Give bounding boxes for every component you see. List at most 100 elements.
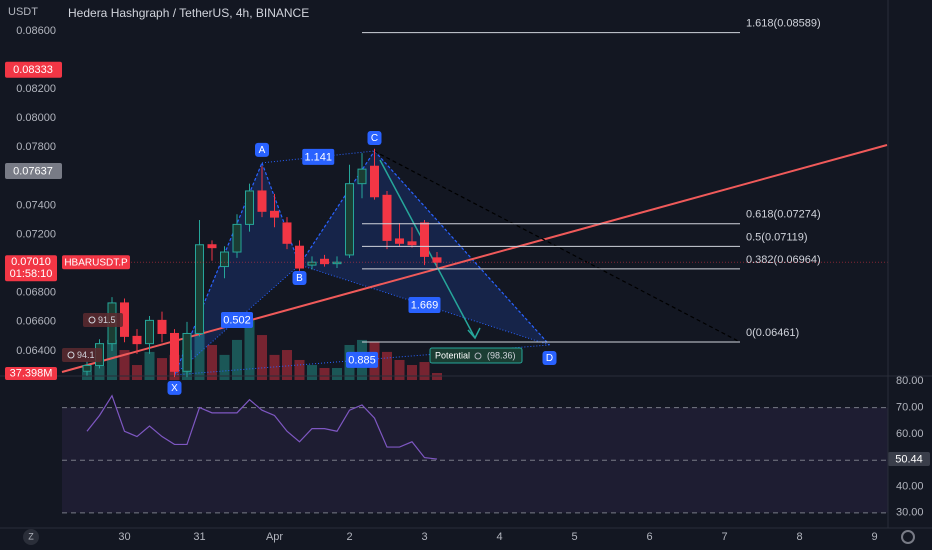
candle-body (345, 183, 354, 256)
nav-label[interactable]: Z (28, 531, 34, 541)
volume-bar (219, 354, 230, 380)
x-tick-label: 2 (346, 531, 352, 543)
point-label: C (371, 133, 378, 144)
volume-bar (319, 368, 330, 380)
ratio-label: 0.885 (348, 354, 376, 366)
candle-body (245, 190, 254, 225)
x-tick-label: 7 (721, 531, 727, 543)
x-tick-label: 5 (571, 531, 577, 543)
candle-body (132, 335, 142, 345)
candle-body (170, 332, 179, 372)
volume-bar (132, 365, 142, 380)
point-box (542, 350, 557, 365)
y-tick-label: 0.06800 (16, 287, 56, 299)
fib-label: 1.618(0.08589) (746, 17, 821, 29)
symbol-tag (62, 255, 130, 270)
volume-bar (157, 358, 167, 380)
ratio-box (302, 148, 335, 165)
point-box (255, 142, 269, 157)
y-tick-label: 0.07800 (16, 141, 56, 153)
rsi-tick-label: 30.00 (896, 507, 924, 519)
candle-layer (82, 148, 442, 378)
score-icon (67, 351, 75, 359)
ratio-box (408, 296, 441, 313)
current-price-tag (5, 255, 57, 282)
volume-bar (107, 339, 117, 380)
x-tick-label: 3 (421, 531, 427, 543)
price-tag (5, 61, 62, 78)
score-badge (83, 313, 123, 327)
candle-body (332, 261, 342, 265)
potential-icon (474, 352, 482, 360)
y-tick-label: 0.08000 (16, 112, 56, 124)
rsi-tag (888, 452, 930, 467)
candle-body (295, 245, 304, 269)
ratio-box (221, 311, 253, 328)
volume-tag-label: 37.398M (10, 367, 53, 379)
candle-body (232, 223, 242, 253)
rsi-tick-label: 40.00 (896, 480, 924, 492)
point-label: A (259, 145, 266, 156)
volume-bar (94, 365, 105, 380)
volume-bar (232, 339, 242, 380)
candle-body (420, 222, 429, 257)
pattern-leg (374, 150, 550, 346)
countdown-label: 01:58:10 (10, 268, 53, 280)
fib-label: 0.618(0.07274) (746, 209, 821, 221)
volume-bar (244, 320, 255, 380)
x-tick-label: 8 (796, 531, 802, 543)
ratio-box (346, 351, 378, 368)
pattern-fill (174, 162, 300, 375)
rsi-tick-label: 60.00 (896, 428, 924, 440)
potential-box (429, 347, 523, 364)
score-label: 91.5 (98, 315, 116, 325)
x-tick-label: 9 (871, 531, 877, 543)
fib-label: 0.5(0.07119) (746, 231, 808, 243)
ratio-label: 1.669 (411, 299, 439, 311)
pattern-ratio-line (174, 264, 300, 376)
volume-bar (207, 344, 217, 380)
candle-body (157, 319, 167, 334)
x-tick-label: 30 (118, 531, 130, 543)
rsi-tick-label: 70.00 (896, 401, 924, 413)
volume-bar (269, 354, 280, 380)
volume-bar (332, 368, 342, 380)
score-badge (62, 348, 102, 362)
candle-body (207, 244, 217, 249)
volume-bar (407, 365, 417, 380)
point-box (367, 130, 382, 145)
current-price-label: 0.07010 (11, 256, 51, 268)
candle-body (395, 238, 404, 244)
ratio-label: 1.141 (304, 151, 332, 163)
candle-body (382, 194, 392, 241)
score-label: 94.1 (77, 350, 95, 360)
y-tick-label: 0.08600 (16, 25, 56, 37)
nav-icon[interactable] (23, 529, 39, 545)
price-tag (5, 163, 62, 180)
score-icon (88, 316, 96, 324)
volume-bar (294, 359, 305, 380)
potential-score: (98.36) (487, 350, 516, 360)
ratio-label: 0.502 (223, 314, 251, 326)
candle-body (195, 244, 204, 334)
candle-body (257, 190, 267, 212)
rsi-line (86, 394, 438, 460)
rsi-tick-label: 80.00 (896, 375, 924, 387)
candle-body (432, 257, 442, 263)
candle-body (82, 364, 92, 372)
volume-bar (394, 359, 405, 380)
potential-label: Potential (435, 350, 470, 360)
point-box (292, 270, 307, 285)
volume-bar (194, 330, 205, 380)
candle-body (370, 165, 379, 198)
settings-icon[interactable] (901, 530, 915, 544)
candle-body (282, 222, 292, 244)
volume-bar (257, 335, 267, 380)
volume-bar (307, 365, 317, 380)
fib-label: 0(0.06461) (746, 327, 799, 339)
rsi-tag-label: 50.44 (895, 453, 923, 465)
volume-bar (119, 350, 130, 380)
x-tick-label: 6 (646, 531, 652, 543)
y-tick-label: 0.06600 (16, 316, 56, 328)
